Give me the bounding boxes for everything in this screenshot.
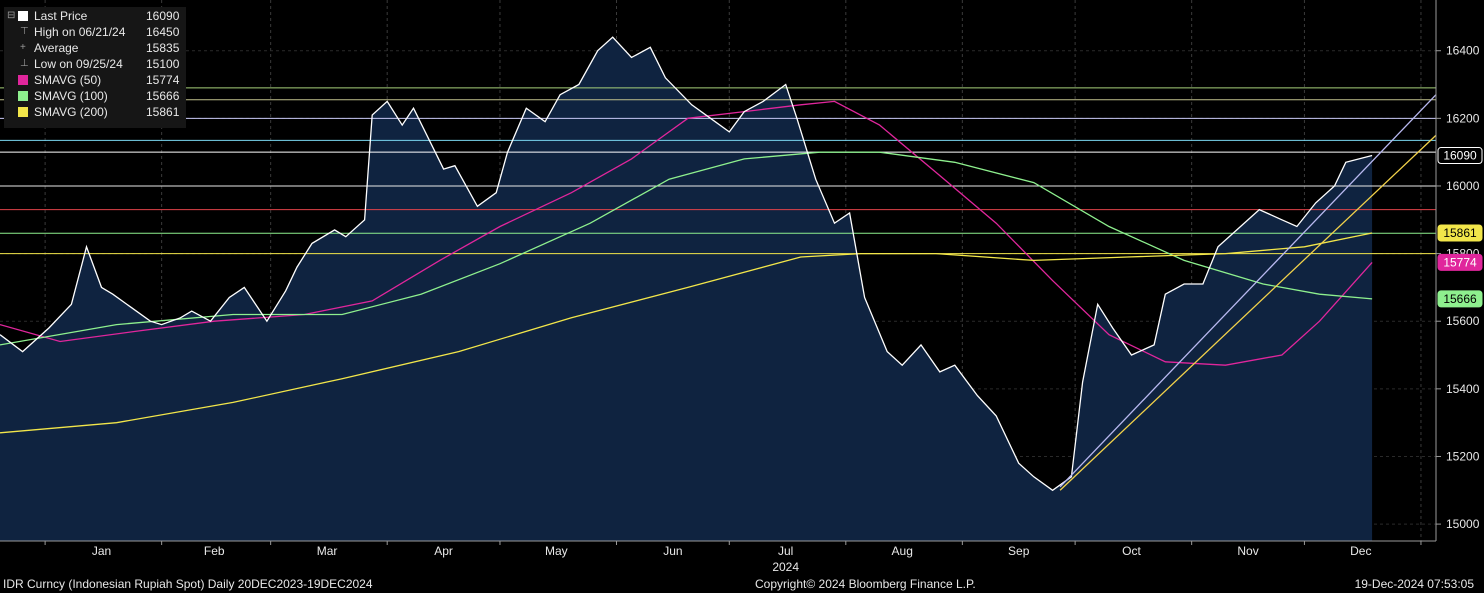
legend-label: Last Price	[34, 9, 88, 23]
legend-row-smavg-100: SMAVG (100) 15666	[4, 88, 186, 104]
legend: ⊟ Last Price 16090 ⊤ High on 06/21/24 16…	[4, 7, 186, 128]
legend-value: 16450	[146, 25, 180, 39]
right-value-label: 15861	[1443, 226, 1477, 240]
trendlines-layer	[1059, 94, 1437, 491]
x-tick-label: Aug	[892, 544, 913, 558]
legend-label: Average	[34, 41, 79, 55]
right-value-label-box	[1437, 147, 1483, 165]
x-tick-label: Sep	[1008, 544, 1030, 558]
legend-label: SMAVG (50)	[34, 73, 102, 87]
footer-timestamp: 19-Dec-2024 07:53:05	[1354, 577, 1474, 591]
legend-row-average: + Average 15835	[4, 40, 186, 56]
low-marker-icon: ⊥	[20, 58, 29, 69]
trendline	[1059, 134, 1437, 491]
right-value-label-box	[1437, 290, 1483, 308]
right-labels-layer: 16090 15861 15774 15666	[1437, 147, 1483, 308]
right-value-label: 16090	[1443, 149, 1477, 163]
moving-average-line	[0, 100, 1373, 366]
legend-label: SMAVG (100)	[34, 89, 108, 103]
smavg200-swatch	[18, 107, 28, 117]
right-value-label: 15774	[1443, 255, 1477, 269]
legend-label: High on 06/21/24	[34, 25, 126, 39]
legend-value: 15835	[146, 41, 180, 55]
legend-label: Low on 09/25/24	[34, 57, 123, 71]
price-line	[0, 36, 1373, 492]
footer-copyright: Copyright© 2024 Bloomberg Finance L.P.	[755, 577, 976, 591]
x-tick-label: May	[545, 544, 568, 558]
legend-value: 15100	[146, 57, 180, 71]
x-tick-label: Feb	[204, 544, 225, 558]
axes-layer: 1500015200154001560015800160001620016400…	[0, 0, 1480, 574]
x-tick-label: Jul	[778, 544, 793, 558]
x-tick-label: Apr	[434, 544, 453, 558]
moving-average-line	[0, 151, 1373, 346]
y-tick-label: 15600	[1446, 314, 1480, 328]
right-value-label-box	[1437, 253, 1483, 271]
legend-value: 15861	[146, 105, 180, 119]
x-tick-label: Mar	[317, 544, 338, 558]
right-value-label-box	[1437, 224, 1483, 242]
legend-value: 16090	[146, 9, 180, 23]
trendline	[1059, 94, 1437, 488]
right-value-label: 15666	[1443, 292, 1477, 306]
series-layer	[0, 36, 1373, 492]
price-area-layer	[0, 37, 1373, 541]
horizontal-lines-layer	[0, 87, 1436, 255]
last-price-swatch	[18, 11, 28, 21]
price-area	[0, 37, 1373, 541]
y-tick-label: 16000	[1446, 179, 1480, 193]
legend-row-smavg-200: SMAVG (200) 15861	[4, 104, 186, 120]
y-tick-label: 16200	[1446, 111, 1480, 125]
footer-security-info: IDR Curncy (Indonesian Rupiah Spot) Dail…	[3, 577, 373, 591]
legend-row-high: ⊤ High on 06/21/24 16450	[4, 24, 186, 40]
x-tick-label: Dec	[1350, 544, 1371, 558]
average-marker-icon: +	[20, 42, 26, 53]
y-tick-label: 15400	[1446, 382, 1480, 396]
legend-value: 15666	[146, 89, 180, 103]
legend-label: SMAVG (200)	[34, 105, 108, 119]
collapse-icon[interactable]: ⊟	[7, 10, 16, 21]
smavg100-swatch	[18, 91, 28, 101]
moving-average-line	[0, 232, 1373, 434]
y-tick-label: 15000	[1446, 517, 1480, 531]
y-tick-label: 15200	[1446, 449, 1480, 463]
legend-row-last-price: ⊟ Last Price 16090	[4, 8, 186, 24]
legend-value: 15774	[146, 73, 180, 87]
smavg50-swatch	[18, 75, 28, 85]
x-tick-label: Nov	[1237, 544, 1258, 558]
legend-row-smavg-50: SMAVG (50) 15774	[4, 72, 186, 88]
x-tick-label: Jun	[663, 544, 682, 558]
high-marker-icon: ⊤	[20, 26, 29, 37]
x-tick-label: Oct	[1122, 544, 1141, 558]
x-tick-label: Jan	[92, 544, 111, 558]
legend-row-low: ⊥ Low on 09/25/24 15100	[4, 56, 186, 72]
y-tick-label: 16400	[1446, 44, 1480, 58]
x-year-label: 2024	[772, 560, 799, 574]
